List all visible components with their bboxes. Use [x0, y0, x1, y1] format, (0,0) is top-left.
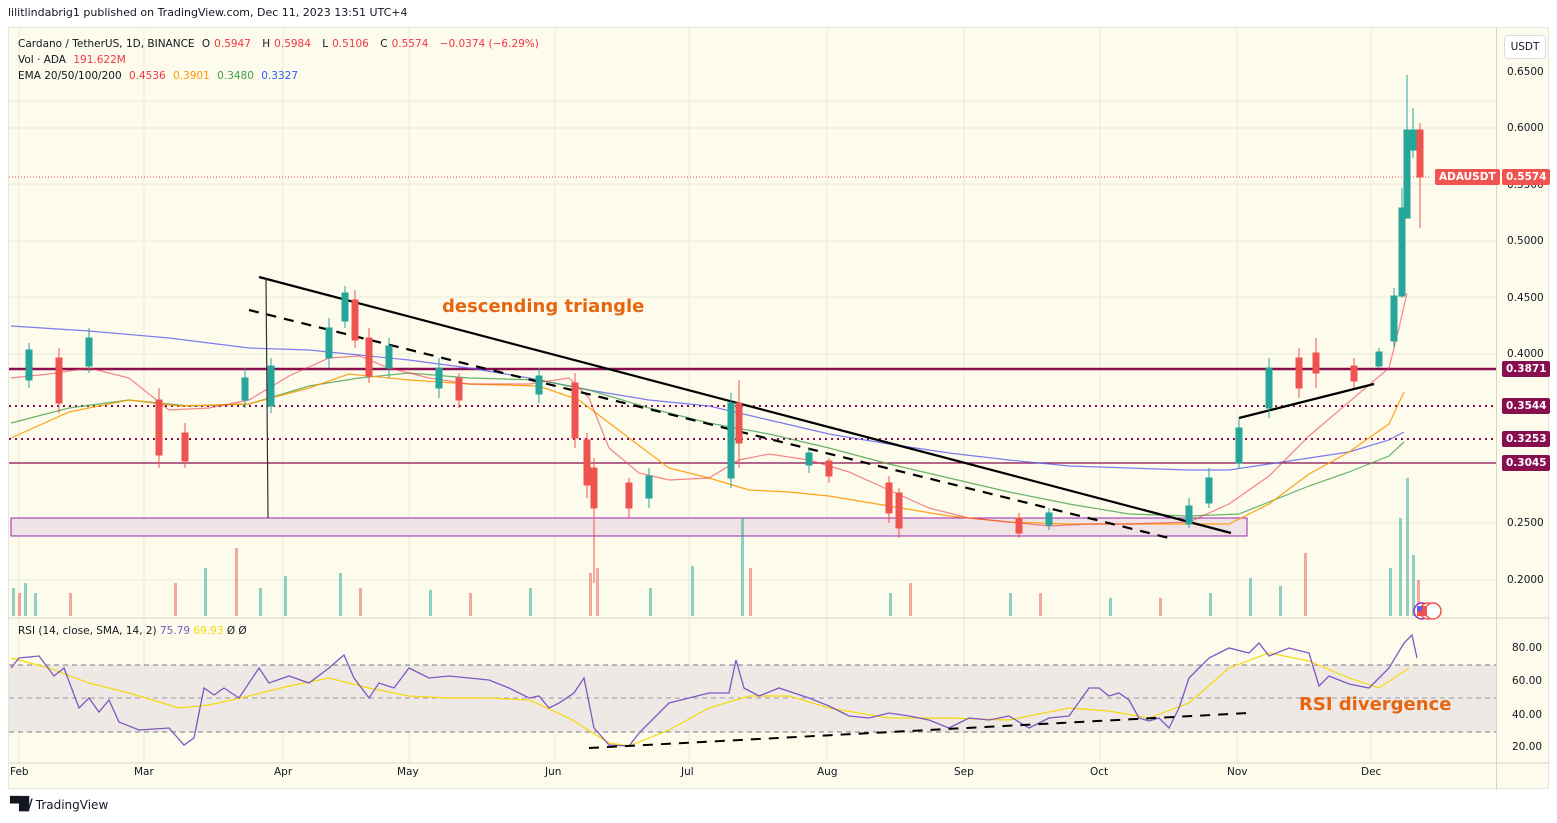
rsi-divergence-line [588, 712, 1250, 749]
price-axis[interactable] [1496, 28, 1550, 790]
x-label-may: May [397, 766, 419, 778]
high-value: 0.5984 [274, 38, 311, 50]
rsi-divergence-label[interactable]: RSI divergence [1299, 694, 1452, 715]
chart-canvas[interactable] [9, 28, 1550, 790]
price-tick: 0.4000 [1507, 348, 1544, 360]
open-value: 0.5947 [214, 38, 251, 50]
x-label-sep: Sep [954, 766, 974, 778]
price-tick: 0.4500 [1507, 292, 1544, 304]
x-label-jul: Jul [681, 766, 694, 778]
level-tag: 0.3045 [1502, 455, 1550, 471]
x-label-mar: Mar [134, 766, 154, 778]
x-label-jun: Jun [545, 766, 562, 778]
candles [25, 75, 1424, 583]
rsi-sma-line [10, 652, 1410, 747]
x-label-nov: Nov [1227, 766, 1248, 778]
x-label-oct: Oct [1090, 766, 1109, 778]
symbol-name[interactable]: Cardano / TetherUS, 1D, BINANCE [18, 38, 195, 50]
symbol-price-tag: ADAUSDT [1435, 169, 1500, 185]
volume-legend-row: Vol · ADA 191.622M [18, 52, 543, 68]
current-price-tag: 0.5574 [1502, 169, 1550, 185]
low-value: 0.5106 [332, 38, 369, 50]
rsi-legend: RSI (14, close, SMA, 14, 2) 75.79 69.93 … [18, 625, 247, 637]
ema-legend-row: EMA 20/50/100/200 0.4536 0.3901 0.3480 0… [18, 68, 543, 84]
price-tick: 0.6500 [1507, 66, 1544, 78]
rsi-sma-value: 69.93 [193, 625, 224, 637]
level-tag: 0.3544 [1502, 398, 1550, 414]
vertical-marker-line [265, 277, 269, 519]
rsi-label[interactable]: RSI (14, close, SMA, 14, 2) [18, 625, 157, 637]
rsi-tick: 60.00 [1512, 675, 1543, 687]
price-tick: 0.2500 [1507, 517, 1544, 529]
support-zone [10, 517, 1248, 537]
ema50-line [10, 373, 1405, 525]
level-tag: 0.3871 [1502, 361, 1550, 377]
tradingview-logo-icon: ▀█∕ [10, 797, 33, 812]
ema200-line [10, 325, 1405, 471]
footer-brand[interactable]: TradingView [35, 797, 109, 812]
close-value: 0.5574 [391, 38, 429, 50]
triangle-dashed-line [248, 308, 1170, 540]
footer: ▀█∕ TradingView [10, 797, 108, 812]
triangle-upper-line [258, 275, 1232, 535]
x-label-dec: Dec [1361, 766, 1382, 778]
volume-bars [12, 478, 1420, 616]
volume-value: 191.622M [73, 54, 126, 66]
level-tag: 0.3253 [1502, 431, 1550, 447]
chart-legend: Cardano / TetherUS, 1D, BINANCE O 0.5947 … [18, 36, 543, 84]
ema200-value: 0.3327 [261, 70, 299, 82]
x-label-aug: Aug [817, 766, 838, 778]
ema-label[interactable]: EMA 20/50/100/200 [18, 70, 122, 82]
rsi-tick: 80.00 [1512, 642, 1543, 654]
price-tick: 0.6000 [1507, 122, 1544, 134]
change-value: −0.0374 (−6.29%) [439, 38, 539, 50]
rsi-tick: 40.00 [1512, 709, 1543, 721]
symbol-legend-row: Cardano / TetherUS, 1D, BINANCE O 0.5947 … [18, 38, 539, 50]
x-label-feb: Feb [10, 766, 29, 778]
ema100-value: 0.3480 [217, 70, 254, 82]
chart-frame[interactable]: Cardano / TetherUS, 1D, BINANCE O 0.5947 … [8, 27, 1550, 790]
rsi-tick: 20.00 [1512, 741, 1543, 753]
currency-button[interactable]: USDT [1504, 35, 1546, 59]
rsi-value: 75.79 [160, 625, 191, 637]
rising-trendline [1238, 382, 1375, 420]
ema50-value: 0.3901 [173, 70, 210, 82]
rsi-line [10, 633, 1418, 747]
price-tick: 0.5000 [1507, 235, 1544, 247]
volume-label[interactable]: Vol · ADA [18, 54, 66, 66]
grid [9, 28, 1496, 763]
us-flag-event-icon [1413, 602, 1442, 620]
publisher-line: lilitlindabrig1 published on TradingView… [8, 6, 408, 19]
ema20-value: 0.4536 [128, 70, 166, 82]
price-tick: 0.2000 [1507, 574, 1544, 586]
descending-triangle-label[interactable]: descending triangle [442, 296, 645, 317]
ema20-line [10, 292, 1408, 527]
x-label-apr: Apr [274, 766, 293, 778]
